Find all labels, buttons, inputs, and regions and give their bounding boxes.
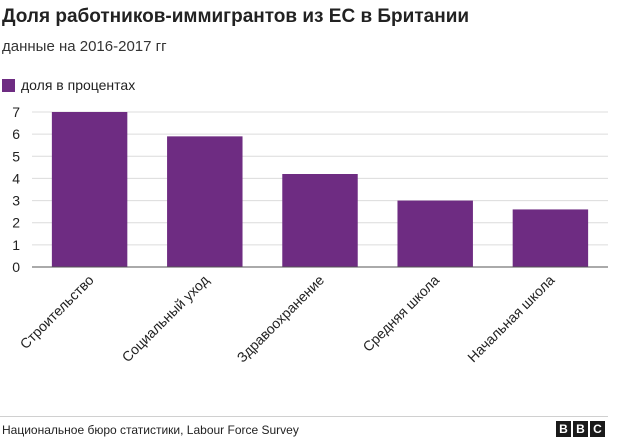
bar — [282, 174, 358, 267]
x-tick-label: Средняя школа — [359, 272, 442, 355]
x-tick-label: Начальная школа — [464, 272, 558, 366]
y-tick-label: 3 — [12, 193, 20, 209]
x-tick-label: Здравоохранение — [234, 272, 328, 366]
y-tick-labels: 0 1 2 3 4 5 6 7 — [12, 104, 20, 275]
x-tick-label: Строительство — [17, 272, 97, 352]
x-tick-label: Социальный уход — [119, 272, 212, 365]
source-note: Национальное бюро статистики, Labour For… — [2, 423, 299, 437]
y-tick-label: 7 — [12, 104, 20, 120]
x-tick-labels: Строительство Социальный уход Здравоохране… — [17, 272, 558, 366]
bbc-logo: B B C — [556, 421, 605, 437]
bar — [397, 200, 473, 267]
legend-swatch — [2, 78, 15, 92]
chart-subtitle: данные на 2016-2017 гг — [2, 38, 167, 55]
y-tick-label: 4 — [12, 170, 20, 186]
bar — [512, 209, 589, 267]
y-tick-label: 6 — [12, 126, 20, 142]
footer-divider — [0, 416, 608, 417]
bar — [167, 136, 243, 267]
y-tick-label: 0 — [12, 259, 20, 275]
bars — [51, 112, 589, 267]
bar-chart: 0 1 2 3 4 5 6 7 Строительство Социальный уход Здр… — [12, 104, 608, 366]
y-tick-label: 2 — [12, 215, 20, 231]
y-tick-label: 1 — [12, 237, 20, 253]
y-tick-label: 5 — [12, 148, 20, 164]
legend-label: доля в процентах — [21, 77, 136, 93]
bar — [51, 112, 128, 267]
logo-letter: B — [556, 421, 571, 437]
logo-letter: B — [573, 421, 588, 437]
legend: доля в процентах — [2, 77, 135, 93]
logo-letter: C — [590, 421, 605, 437]
chart-title: Доля работников-иммигрантов из ЕС в Брит… — [2, 6, 470, 27]
